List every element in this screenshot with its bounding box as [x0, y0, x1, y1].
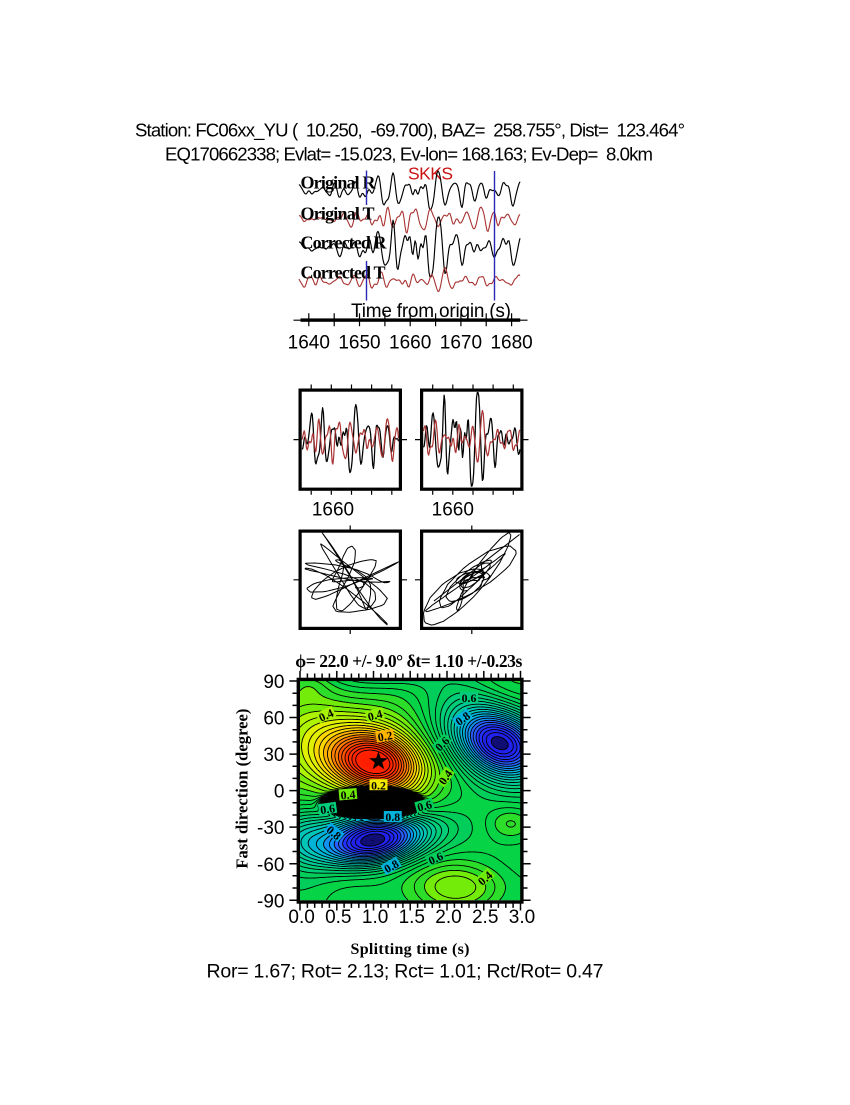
svg-text:0.4: 0.4: [366, 707, 384, 724]
svg-text:0.2: 0.2: [377, 728, 394, 744]
svg-text:SKKS: SKKS: [408, 164, 453, 184]
svg-text:0.4: 0.4: [435, 767, 455, 787]
svg-text:Splitting time (s): Splitting time (s): [351, 941, 470, 958]
svg-text:2.5: 2.5: [472, 907, 498, 928]
svg-text:0.6: 0.6: [319, 801, 336, 817]
svg-text:1.0: 1.0: [362, 907, 388, 928]
svg-text:-90: -90: [257, 891, 284, 912]
svg-text:1670: 1670: [440, 332, 482, 353]
svg-text:-60: -60: [257, 855, 284, 876]
svg-text:EQ170662338; Evlat= -15.023, E: EQ170662338; Evlat= -15.023, Ev-lon= 168…: [165, 144, 653, 165]
svg-text:30: 30: [263, 745, 284, 766]
svg-text:Original R: Original R: [301, 173, 377, 193]
svg-text:0.5: 0.5: [325, 907, 351, 928]
svg-text:0.4: 0.4: [340, 787, 356, 802]
svg-text:0.0: 0.0: [288, 907, 314, 928]
svg-text:Station: FC06xx_YU ( 10.250,: Station: FC06xx_YU ( 10.250, -69.700), B…: [135, 120, 685, 142]
svg-text:1.5: 1.5: [399, 907, 425, 928]
svg-text:Time from origin (s): Time from origin (s): [351, 301, 511, 322]
svg-text:60: 60: [263, 709, 284, 730]
svg-text:ϕ= 22.0 +/- 9.0° δt= 1.10 +/-0: ϕ= 22.0 +/- 9.0° δt= 1.10 +/-0.23s: [295, 651, 522, 671]
svg-text:1640: 1640: [288, 332, 330, 353]
svg-text:1680: 1680: [490, 332, 532, 353]
svg-text:Ror= 1.67; Rot= 2.13; Rct= 1.0: Ror= 1.67; Rot= 2.13; Rct= 1.01; Rct/Rot…: [207, 961, 604, 983]
svg-text:0.2: 0.2: [371, 778, 386, 792]
svg-text:90: 90: [263, 672, 284, 693]
svg-text:0.8: 0.8: [453, 709, 473, 729]
svg-text:0: 0: [274, 782, 285, 803]
svg-text:0.6: 0.6: [426, 849, 445, 868]
svg-text:0.6: 0.6: [462, 691, 477, 705]
svg-text:-30: -30: [257, 818, 284, 839]
svg-text:Original T: Original T: [301, 204, 375, 224]
svg-text:0.4: 0.4: [316, 706, 335, 725]
svg-text:0.6: 0.6: [416, 797, 434, 814]
svg-text:1660: 1660: [389, 332, 431, 353]
svg-text:2.0: 2.0: [435, 907, 461, 928]
svg-text:Corrected T: Corrected T: [301, 263, 386, 283]
svg-text:Fast direction (degree): Fast direction (degree): [233, 709, 252, 869]
svg-text:1650: 1650: [338, 332, 380, 353]
svg-text:1660: 1660: [312, 500, 354, 521]
svg-text:0.8: 0.8: [385, 810, 400, 824]
svg-text:Corrected R: Corrected R: [301, 233, 388, 253]
svg-text:3.0: 3.0: [509, 907, 535, 928]
svg-text:0.8: 0.8: [381, 856, 401, 876]
svg-text:1660: 1660: [432, 500, 474, 521]
